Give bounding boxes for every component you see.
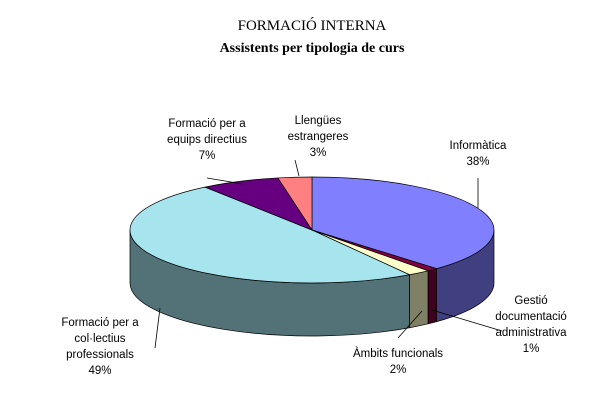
chart-subtitle: Assistents per tipologia de curs — [220, 41, 405, 56]
leader-collectius — [154, 307, 161, 349]
slice-side-ambits — [409, 270, 429, 329]
slice-label-directius: Formació per a — [168, 118, 246, 130]
slice-informatica — [311, 176, 495, 269]
slice-percent-directius: 7% — [199, 150, 216, 162]
slice-percent-informatica: 38% — [466, 156, 489, 168]
slice-labels: Informàtica 38% Gestió documentació administ… — [61, 115, 567, 377]
slice-label-collectius: Formació per a — [61, 317, 139, 329]
slice-label-informatica: Informàtica — [450, 140, 507, 152]
slice-collectius — [129, 186, 411, 284]
slice-label-gestio: administrativa — [496, 327, 568, 339]
slice-percent-ambits: 2% — [390, 364, 407, 376]
leader-ambits — [397, 310, 423, 339]
pie-sides — [129, 229, 495, 337]
slice-percent-collectius: 49% — [88, 365, 111, 377]
slice-percent-llengues: 3% — [310, 147, 327, 159]
leader-directius — [206, 177, 244, 185]
slice-label-collectius: col·lectius — [74, 333, 125, 345]
slice-label-llengues: Llengües — [295, 115, 342, 127]
slice-label-directius: equips directius — [167, 134, 247, 146]
slice-label-ambits: Àmbits funcionals — [353, 347, 443, 360]
slice-label-gestio: documentació — [495, 311, 567, 323]
leader-llengues — [294, 159, 300, 177]
leader-gestio — [431, 309, 503, 332]
slice-llengues — [277, 176, 313, 232]
slice-percent-gestio: 1% — [523, 343, 540, 355]
slice-side-gestio — [427, 268, 437, 325]
slice-label-gestio: Gestió — [514, 295, 547, 307]
slice-label-collectius: professionals — [66, 349, 134, 361]
leader-lines — [154, 159, 503, 349]
pie-tops — [129, 176, 495, 284]
slice-label-llengues: estrangeres — [288, 131, 349, 143]
chart-title: FORMACIÓ INTERNA — [238, 17, 387, 34]
